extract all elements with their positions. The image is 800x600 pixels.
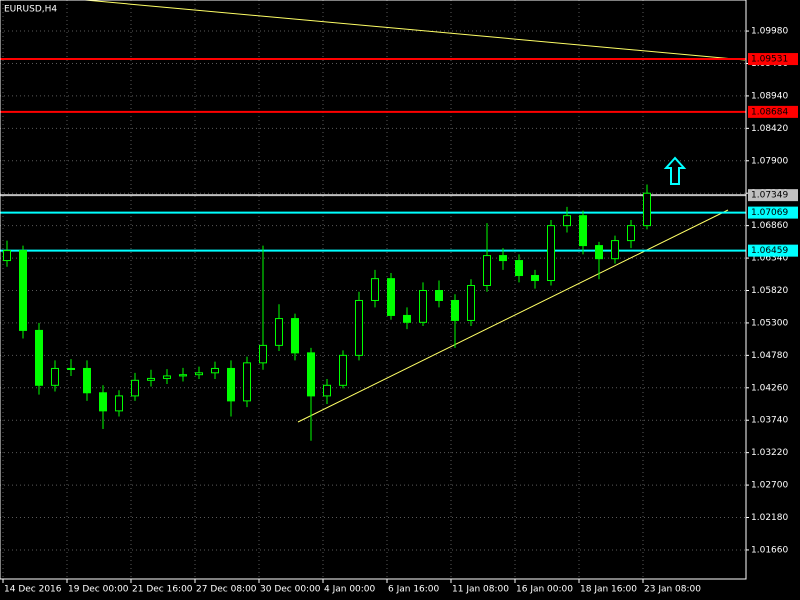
y-tick-label: 1.02180 — [751, 513, 788, 523]
candle-body — [211, 367, 219, 374]
price-label-box — [748, 189, 798, 202]
y-tick-label: 1.05300 — [751, 318, 788, 328]
candle-body — [483, 255, 491, 287]
candle-body — [595, 245, 603, 260]
price-label-box — [748, 206, 798, 219]
chart-title: EURUSD,H4 — [4, 5, 57, 15]
y-tick-label: 1.08940 — [751, 91, 788, 101]
x-tick-label: 14 Dec 2016 — [4, 585, 62, 595]
candle-body — [323, 384, 331, 397]
candle-body — [291, 318, 299, 354]
y-tick-label: 1.07900 — [751, 156, 788, 166]
y-tick-label: 1.05820 — [751, 286, 788, 296]
trend-line — [297, 209, 729, 423]
candle-body — [99, 392, 107, 412]
candle-body — [387, 278, 395, 316]
candle-body — [19, 250, 27, 331]
x-tick-label: 16 Jan 00:00 — [516, 585, 573, 595]
candle-body — [611, 240, 619, 260]
price-label-box — [748, 53, 798, 66]
y-tick-label: 1.04780 — [751, 351, 788, 361]
x-tick-label: 11 Jan 08:00 — [452, 585, 509, 595]
price-label: 1.09531 — [751, 55, 788, 65]
candle-body — [435, 289, 443, 301]
candle-body — [371, 278, 379, 301]
x-tick-label: 23 Jan 08:00 — [644, 585, 701, 595]
y-tick-label: 1.06340 — [751, 254, 788, 264]
candle-body — [147, 377, 155, 381]
y-tick-label: 1.08420 — [751, 124, 788, 134]
x-tick-label: 18 Jan 16:00 — [580, 585, 637, 595]
candle-body — [259, 344, 267, 364]
candle-body — [67, 367, 75, 370]
candle-body — [339, 354, 347, 386]
y-tick-label: 1.09980 — [751, 27, 788, 37]
x-tick-label: 21 Dec 16:00 — [132, 585, 193, 595]
candle-body — [275, 318, 283, 346]
y-tick-label: 1.03220 — [751, 448, 788, 458]
candle-body — [547, 225, 555, 282]
arrow-up-icon — [663, 156, 687, 185]
candle-body — [3, 250, 11, 262]
trend-line — [84, 0, 746, 61]
x-tick-label: 4 Jan 00:00 — [324, 585, 376, 595]
candle-body — [35, 329, 43, 386]
candle-body — [83, 367, 91, 394]
y-tick-label: 1.02700 — [751, 481, 788, 491]
plot-frame — [0, 0, 747, 580]
candle-body — [627, 225, 635, 242]
candle-body — [227, 367, 235, 402]
candle-body — [499, 255, 507, 262]
candle-body — [643, 192, 651, 227]
price-label-box — [748, 105, 798, 118]
candle-body — [579, 215, 587, 247]
candle-body — [451, 299, 459, 321]
candle-body — [515, 260, 523, 277]
candle-body — [355, 299, 363, 356]
candle-body — [467, 285, 475, 321]
candle-body — [419, 289, 427, 323]
candle-body — [307, 352, 315, 397]
candle-body — [115, 395, 123, 412]
price-label-box — [748, 244, 798, 257]
y-tick-label: 1.06860 — [751, 221, 788, 231]
y-tick-label: 1.04260 — [751, 383, 788, 393]
candle-body — [131, 379, 139, 397]
y-tick-label: 1.03740 — [751, 416, 788, 426]
price-label: 1.07349 — [751, 191, 788, 201]
x-tick-label: 27 Dec 08:00 — [196, 585, 257, 595]
price-label: 1.06459 — [751, 246, 788, 256]
candle-body — [403, 314, 411, 323]
candle-body — [243, 362, 251, 402]
candle-body — [163, 375, 171, 379]
x-tick-label: 19 Dec 00:00 — [68, 585, 129, 595]
price-label: 1.07069 — [751, 208, 788, 218]
price-label: 1.08684 — [751, 107, 788, 117]
candle-body — [195, 372, 203, 376]
candle-body — [179, 374, 187, 377]
x-tick-label: 30 Dec 00:00 — [260, 585, 321, 595]
candle-body — [51, 367, 59, 386]
y-tick-label: 1.01660 — [751, 545, 788, 555]
x-tick-label: 6 Jan 16:00 — [388, 585, 440, 595]
candle-body — [531, 275, 539, 282]
candle-body — [563, 215, 571, 227]
